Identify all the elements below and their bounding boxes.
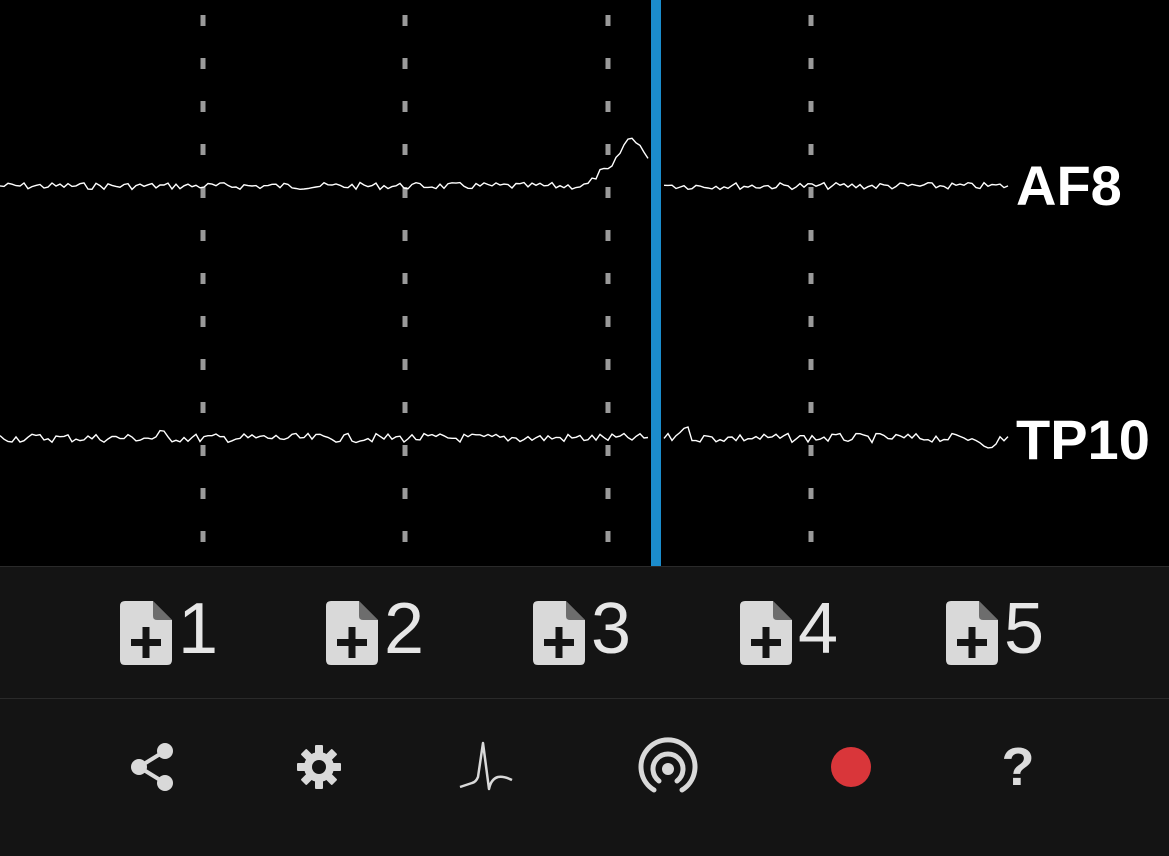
marker-number: 1 (178, 589, 219, 669)
record-icon (831, 747, 871, 787)
trace-af8 (0, 137, 1009, 191)
record-button[interactable] (819, 735, 883, 799)
sweep-cursor (651, 0, 661, 566)
time-gridlines (200, 15, 814, 556)
file-plus-icon (120, 601, 172, 665)
file-plus-icon (326, 601, 378, 665)
marker-bar: 1 2 3 4 (0, 566, 1169, 699)
share-button[interactable] (120, 735, 184, 799)
channel-label-af8: AF8 (1016, 154, 1122, 217)
file-plus-icon (533, 601, 585, 665)
marker-number: 2 (384, 589, 425, 669)
marker-number: 5 (1004, 589, 1045, 669)
share-icon (131, 743, 173, 791)
eeg-plot-canvas (0, 0, 1009, 566)
eeg-plot: AF8 TP10 (0, 0, 1150, 566)
add-marker-2-button[interactable]: 2 (326, 593, 436, 667)
add-marker-5-button[interactable]: 5 (946, 593, 1056, 667)
marker-number: 4 (798, 589, 839, 669)
add-marker-4-button[interactable]: 4 (740, 593, 850, 667)
help-button[interactable]: ? (986, 735, 1050, 799)
help-icon: ? (1001, 737, 1035, 797)
broadcast-icon (638, 737, 698, 793)
trace-tp10 (0, 426, 1009, 449)
add-marker-3-button[interactable]: 3 (533, 593, 643, 667)
stream-button[interactable] (636, 735, 700, 799)
file-plus-icon (946, 601, 998, 665)
gear-icon (297, 745, 341, 789)
channel-label-tp10: TP10 (1016, 408, 1150, 471)
settings-button[interactable] (287, 735, 351, 799)
waveform-icon (459, 741, 513, 791)
file-plus-icon (740, 601, 792, 665)
marker-number: 3 (591, 589, 632, 669)
waveform-view-button[interactable] (454, 735, 518, 799)
add-marker-1-button[interactable]: 1 (120, 593, 230, 667)
bottom-toolbar: ? (0, 699, 1169, 856)
